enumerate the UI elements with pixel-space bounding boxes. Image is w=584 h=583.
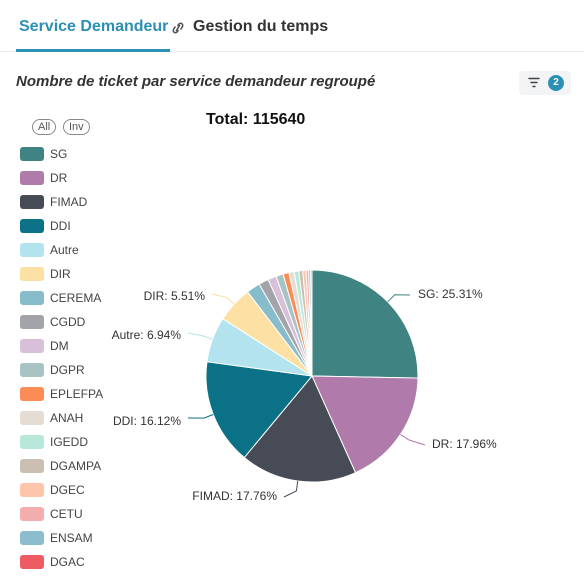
legend-swatch <box>20 195 44 209</box>
legend-label: CEREMA <box>50 291 102 305</box>
slice-label-leader <box>187 332 213 340</box>
pie-slice[interactable] <box>311 269 419 379</box>
legend-swatch <box>20 315 44 329</box>
legend-item[interactable]: CETU <box>20 506 140 522</box>
legend-swatch <box>20 483 44 497</box>
legend-swatch <box>20 291 44 305</box>
legend-item[interactable]: CEREMA <box>20 290 140 306</box>
legend-label: ANAH <box>50 411 84 425</box>
legend-swatch <box>20 459 44 473</box>
chart-title: Nombre de ticket par service demandeur r… <box>16 73 376 90</box>
tab-gestion-du-temps[interactable]: Gestion du temps <box>193 18 329 35</box>
slice-label: DR: 17.96% <box>432 437 497 451</box>
slice-label: Autre: 6.94% <box>112 328 182 342</box>
legend-item[interactable]: Autre <box>20 242 140 258</box>
legend-swatch <box>20 147 44 161</box>
legend-swatch <box>20 435 44 449</box>
legend-label: DGAMPA <box>50 459 102 473</box>
pie-slice[interactable] <box>205 361 313 459</box>
legend-label: CGDD <box>50 315 86 329</box>
legend-label: DGPR <box>50 363 85 377</box>
legend-label: CETU <box>50 507 83 521</box>
legend-item[interactable]: DGAC <box>20 554 140 570</box>
slice-label: DIR: 5.51% <box>144 289 206 303</box>
legend-item[interactable]: DIR <box>20 266 140 282</box>
legend-label: DGAC <box>50 555 85 569</box>
filter-button[interactable]: 2 <box>519 71 571 95</box>
legend-label: IGEDD <box>50 435 89 449</box>
legend-all-button[interactable]: All <box>32 119 57 135</box>
legend-invert-button[interactable]: Inv <box>63 119 90 135</box>
legend-label: DDI <box>50 219 71 233</box>
filter-count-badge: 2 <box>548 75 564 91</box>
legend-label: SG <box>50 147 68 161</box>
legend-item[interactable]: SG <box>20 146 140 162</box>
legend-swatch <box>20 339 44 353</box>
legend-label: DIR <box>50 267 71 281</box>
legend-label: FIMAD <box>50 195 88 209</box>
legend-swatch <box>20 363 44 377</box>
legend-item[interactable]: CGDD <box>20 314 140 330</box>
legend-label: Autre <box>50 243 79 257</box>
legend-label: DGEC <box>50 483 85 497</box>
legend-swatch <box>20 387 44 401</box>
legend-item[interactable]: DGPR <box>20 362 140 378</box>
legend-label: ENSAM <box>50 531 93 545</box>
slice-label-leader <box>400 433 426 446</box>
filter-icon <box>528 77 540 88</box>
chart-total: Total: 115640 <box>206 111 306 128</box>
legend-item[interactable]: ANAH <box>20 410 140 426</box>
legend-swatch <box>20 267 44 281</box>
legend-item[interactable]: DM <box>20 338 140 354</box>
tab-bar: Service Demandeur Gestion du temps <box>0 0 584 52</box>
legend-swatch <box>20 531 44 545</box>
slice-label-leader <box>187 414 214 419</box>
legend-item[interactable]: FIMAD <box>20 194 140 210</box>
active-tab-underline <box>16 49 170 52</box>
link-icon[interactable] <box>170 21 186 35</box>
slice-label-leader <box>387 294 411 303</box>
legend-label: DM <box>50 339 69 353</box>
slice-label: FIMAD: 17.76% <box>192 489 277 503</box>
legend-item[interactable]: DR <box>20 170 140 186</box>
legend-item[interactable]: IGEDD <box>20 434 140 450</box>
tab-service-demandeur[interactable]: Service Demandeur <box>19 18 169 35</box>
legend-item[interactable]: DDI <box>20 218 140 234</box>
legend-item[interactable]: DGAMPA <box>20 458 140 474</box>
pie-slice[interactable] <box>310 269 313 377</box>
legend-swatch <box>20 555 44 569</box>
legend-swatch <box>20 171 44 185</box>
legend-swatch <box>20 411 44 425</box>
legend-item[interactable]: EPLEFPA <box>20 386 140 402</box>
slice-label-leader <box>283 480 299 498</box>
legend-label: DR <box>50 171 68 185</box>
legend-label: EPLEFPA <box>50 387 104 401</box>
legend-swatch <box>20 507 44 521</box>
legend-swatch <box>20 219 44 233</box>
slice-label: SG: 25.31% <box>418 287 483 301</box>
slice-label-leader <box>211 293 235 305</box>
legend-item[interactable]: ENSAM <box>20 530 140 546</box>
slice-label: DDI: 16.12% <box>113 414 181 428</box>
legend-item[interactable]: DGEC <box>20 482 140 498</box>
legend-swatch <box>20 243 44 257</box>
